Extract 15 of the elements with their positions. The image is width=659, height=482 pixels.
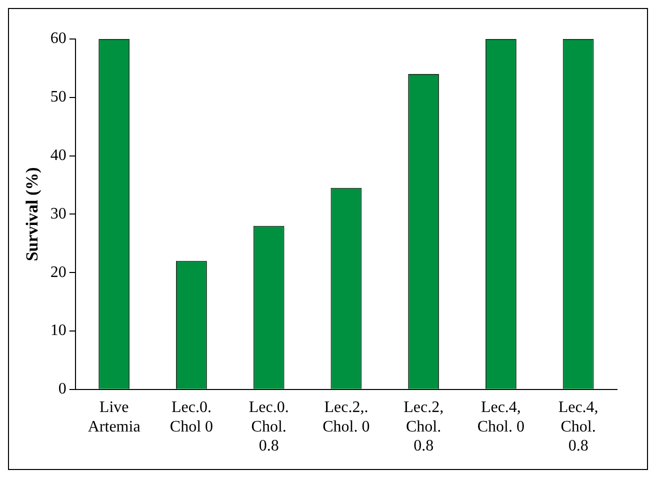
x-tick-label: Lec.0. Chol 0 [170, 399, 214, 436]
y-tick-label: 40 [50, 147, 66, 164]
y-tick-label: 0 [58, 380, 66, 398]
y-tick-label: 50 [50, 88, 66, 106]
x-tick-label: Live Artemia [88, 399, 140, 436]
x-tick-label: Lec.4, Chol. 0.8 [558, 399, 598, 455]
x-tick-label: Lec.2,. Chol. 0 [322, 399, 370, 436]
y-tick-label: 20 [50, 264, 66, 281]
y-tick-label: 30 [50, 205, 66, 222]
y-tick-label: 10 [50, 322, 66, 340]
x-tick-label: Lec.2, Chol. 0.8 [404, 399, 444, 455]
y-axis-title: Survival (%) [22, 167, 42, 262]
y-tick-label: 60 [50, 30, 66, 48]
x-tick-label: Lec.0. Chol. 0.8 [248, 399, 289, 455]
x-tick-label: Lec.4, Chol. 0 [477, 399, 525, 436]
